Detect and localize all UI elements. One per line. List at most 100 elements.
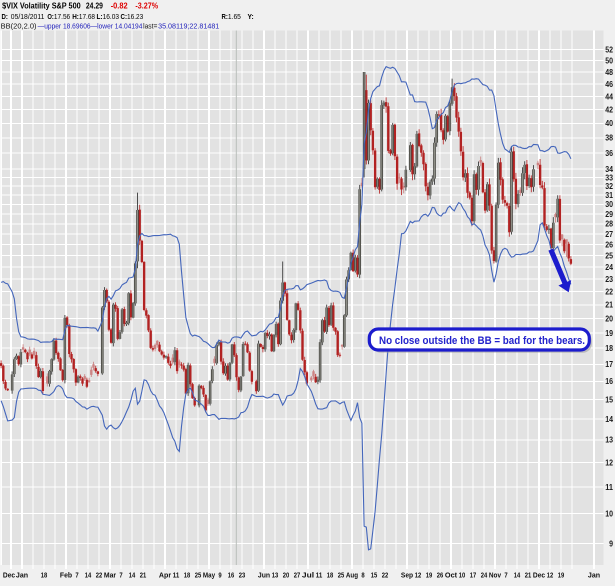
svg-text:34: 34 (605, 165, 613, 174)
svg-text:O:: O: (47, 12, 54, 21)
svg-text:14: 14 (85, 571, 92, 580)
svg-text:16: 16 (228, 571, 235, 580)
svg-text:29: 29 (605, 210, 613, 219)
svg-text:25: 25 (605, 252, 613, 261)
svg-text:21: 21 (140, 571, 147, 580)
svg-text:25: 25 (338, 571, 345, 580)
svg-text:28: 28 (605, 220, 613, 229)
svg-text:31: 31 (605, 191, 613, 200)
svg-text:15: 15 (371, 571, 378, 580)
svg-text:Nov: Nov (489, 571, 502, 580)
svg-text:10: 10 (605, 510, 613, 519)
svg-text:38: 38 (605, 134, 613, 143)
svg-text:7: 7 (504, 571, 507, 580)
svg-text:9: 9 (609, 539, 613, 548)
svg-text:14: 14 (605, 415, 613, 424)
svg-text:—upper 18.69606—lower 14.04194: —upper 18.69606—lower 14.04194 (38, 22, 143, 31)
svg-text:27: 27 (294, 571, 301, 580)
svg-text:Sep: Sep (401, 571, 414, 580)
svg-text:-3.27%: -3.27% (135, 1, 158, 10)
svg-text:26: 26 (437, 571, 444, 580)
svg-text:last=: last= (143, 22, 157, 31)
svg-text:Aug: Aug (346, 571, 358, 580)
svg-text:48: 48 (605, 68, 613, 77)
svg-text:21: 21 (525, 571, 532, 580)
svg-text:22: 22 (382, 571, 389, 580)
svg-text:10: 10 (459, 571, 466, 580)
svg-text:16.23: 16.23 (127, 12, 143, 21)
svg-text:H:: H: (72, 12, 79, 21)
svg-text:24: 24 (605, 263, 613, 272)
svg-text:42: 42 (605, 106, 613, 115)
svg-text:25: 25 (195, 571, 202, 580)
svg-text:R:: R: (222, 12, 228, 21)
svg-text:40: 40 (605, 119, 613, 128)
svg-text:21: 21 (605, 301, 613, 310)
svg-text:05/18/2011: 05/18/2011 (11, 12, 45, 21)
svg-text:35.08119;22.81481: 35.08119;22.81481 (158, 22, 219, 31)
svg-text:24.29: 24.29 (86, 1, 103, 10)
svg-text:Jan: Jan (16, 571, 29, 580)
svg-text:17: 17 (470, 571, 477, 580)
svg-text:22: 22 (605, 288, 613, 297)
svg-text:19: 19 (426, 571, 433, 580)
svg-text:8: 8 (361, 571, 364, 580)
svg-text:7: 7 (119, 571, 122, 580)
svg-text:16.03: 16.03 (103, 12, 119, 21)
svg-text:11: 11 (316, 571, 323, 580)
svg-text:L:: L: (97, 12, 103, 21)
svg-text:9: 9 (218, 571, 221, 580)
svg-text:D:: D: (2, 12, 8, 21)
svg-text:22: 22 (96, 571, 103, 580)
svg-text:13: 13 (272, 571, 279, 580)
svg-text:Dec: Dec (3, 571, 15, 580)
svg-text:19: 19 (605, 329, 613, 338)
svg-text:32: 32 (605, 182, 613, 191)
svg-text:50: 50 (605, 56, 613, 65)
svg-text:Oct: Oct (445, 571, 458, 580)
svg-text:BB(20,2.0): BB(20,2.0) (1, 22, 37, 31)
svg-text:No close outside the BB = bad: No close outside the BB = bad for the be… (379, 335, 585, 347)
svg-text:12: 12 (547, 571, 554, 580)
svg-text:May: May (203, 571, 216, 580)
svg-text:24: 24 (481, 571, 488, 580)
svg-text:17.56: 17.56 (54, 12, 70, 21)
svg-text:17: 17 (605, 360, 613, 369)
svg-text:Dec: Dec (533, 571, 545, 580)
svg-text:23: 23 (239, 571, 246, 580)
svg-text:Jun: Jun (258, 571, 271, 580)
svg-text:Mar: Mar (104, 571, 116, 580)
svg-text:16: 16 (605, 377, 613, 386)
svg-text:26: 26 (605, 241, 613, 250)
svg-text:11: 11 (605, 483, 613, 492)
svg-text:Apr: Apr (159, 571, 171, 580)
svg-text:18: 18 (41, 571, 48, 580)
svg-text:18: 18 (184, 571, 191, 580)
svg-text:Y:: Y: (248, 12, 254, 21)
svg-text:11: 11 (173, 571, 180, 580)
svg-text:12: 12 (605, 458, 613, 467)
svg-text:12: 12 (415, 571, 422, 580)
svg-text:Feb: Feb (60, 571, 73, 580)
svg-text:13: 13 (605, 436, 613, 445)
svg-text:Jan: Jan (588, 571, 601, 580)
svg-text:Jul: Jul (302, 571, 314, 580)
svg-text:30: 30 (605, 200, 613, 209)
svg-text:33: 33 (605, 173, 613, 182)
svg-text:19: 19 (558, 571, 565, 580)
svg-text:20: 20 (283, 571, 290, 580)
svg-text:15: 15 (605, 395, 613, 404)
svg-text:17.68: 17.68 (79, 12, 95, 21)
svg-text:18: 18 (605, 344, 613, 353)
svg-text:C:: C: (121, 12, 128, 21)
svg-text:27: 27 (605, 230, 613, 239)
svg-text:7: 7 (75, 571, 78, 580)
svg-text:46: 46 (605, 80, 613, 89)
svg-text:-0.82: -0.82 (111, 1, 128, 10)
svg-text:52: 52 (605, 45, 613, 54)
svg-text:$VIX Volatility S&P 500: $VIX Volatility S&P 500 (2, 1, 81, 10)
svg-text:18: 18 (327, 571, 334, 580)
svg-text:44: 44 (605, 92, 613, 101)
svg-text:1.65: 1.65 (228, 12, 241, 21)
svg-text:23: 23 (605, 275, 613, 284)
